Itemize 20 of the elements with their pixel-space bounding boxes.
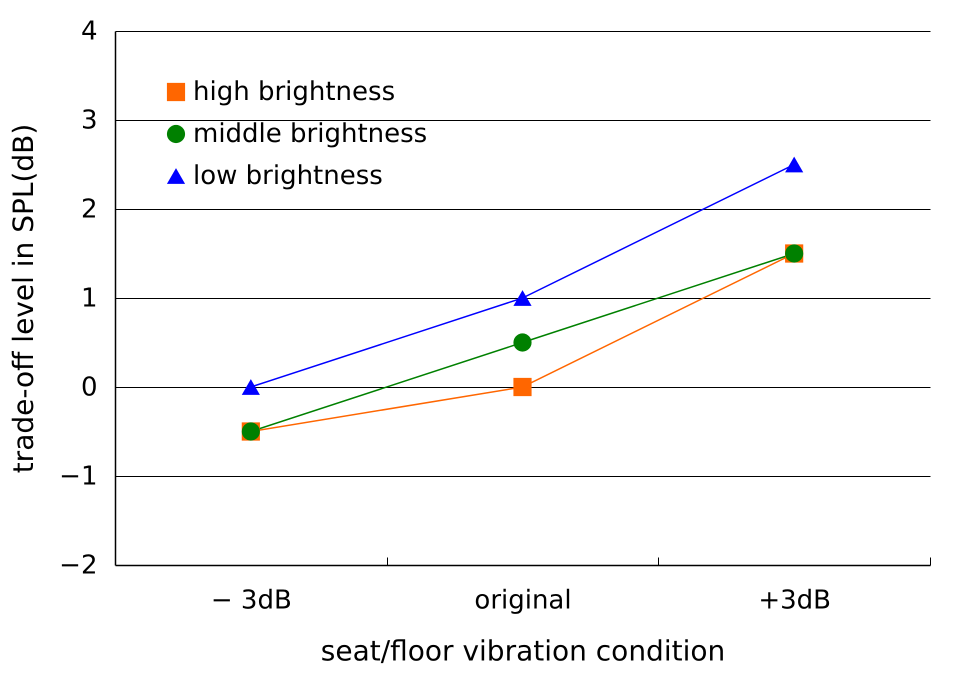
legend-label: low brightness	[193, 161, 383, 191]
y-tick-label: 1	[80, 284, 98, 314]
y-tick-label: 4	[80, 16, 98, 46]
y-tick-label: 0	[80, 372, 98, 402]
point	[513, 378, 532, 396]
point	[513, 333, 532, 352]
x-axis-title: seat/floor vibration condition	[320, 634, 726, 668]
y-tick-label: −2	[59, 550, 98, 580]
x-tick-label: original	[474, 586, 572, 616]
y-tick-label: 2	[80, 194, 98, 224]
legend-label: middle brightness	[193, 119, 428, 149]
y-axis-title: trade-off level in SPL(dB)	[7, 124, 40, 474]
point	[242, 379, 260, 395]
point	[513, 290, 532, 306]
point	[785, 156, 804, 172]
x-tick-label: − 3dB	[210, 586, 292, 616]
legend-label: high brightness	[193, 77, 396, 107]
x-tick-label: +3dB	[758, 586, 832, 616]
y-tick-label: −1	[59, 462, 98, 492]
y-tick-label: 3	[80, 106, 98, 136]
